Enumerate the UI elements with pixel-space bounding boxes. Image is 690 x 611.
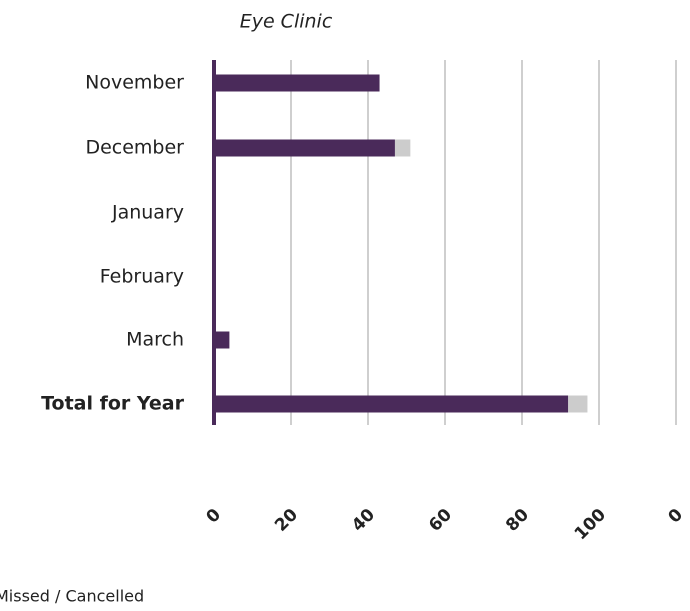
legend-label: Missed / Cancelled xyxy=(0,587,144,606)
chart-title: Eye Clinic xyxy=(240,11,333,33)
x-tick-label: 20 xyxy=(271,505,302,536)
x-tick-label: 100 xyxy=(571,505,610,544)
x-tick-label: 0 xyxy=(665,505,688,528)
x-tick-label: 60 xyxy=(425,505,456,536)
y-tick-label: November xyxy=(85,72,184,94)
bar xyxy=(568,395,588,413)
y-tick-label: March xyxy=(126,329,184,351)
y-tick-label: February xyxy=(100,266,184,288)
y-tick-label: Total for Year xyxy=(41,393,185,415)
x-tick-label: 40 xyxy=(348,505,379,536)
bar xyxy=(214,331,230,349)
bar xyxy=(214,395,569,413)
bar xyxy=(214,139,395,157)
y-tick-label: January xyxy=(111,202,184,224)
y-tick-label: December xyxy=(85,137,184,159)
x-tick-label: 80 xyxy=(502,505,533,536)
bar xyxy=(394,139,411,157)
x-tick-label: 0 xyxy=(203,505,226,528)
bar xyxy=(214,74,380,92)
